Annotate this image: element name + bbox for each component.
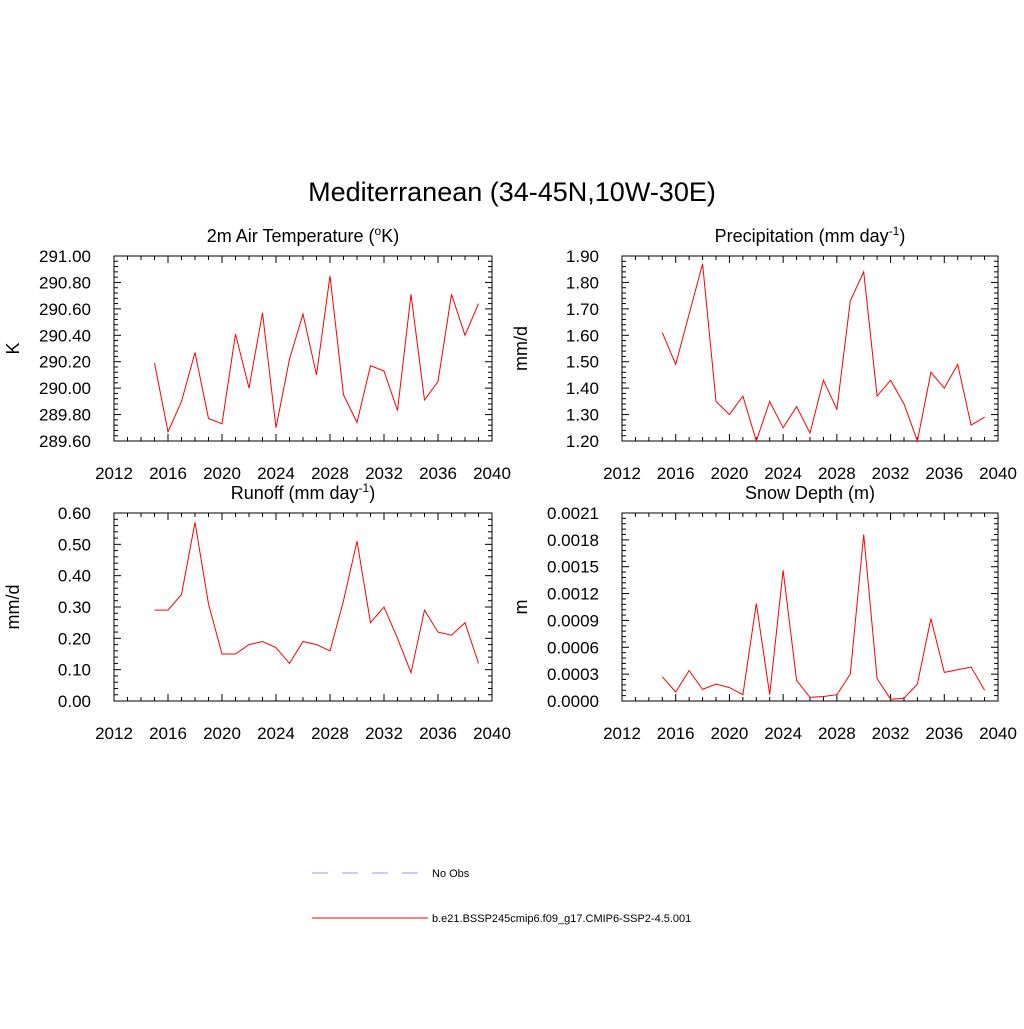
y-tick-label: 290.60: [39, 300, 91, 319]
y-axis-label: mm/d: [3, 585, 23, 630]
series-line: [661, 534, 986, 700]
x-tick-label: 2024: [764, 464, 802, 483]
legend-label-no-obs: No Obs: [432, 868, 470, 880]
y-tick-label: 290.20: [39, 353, 91, 372]
x-tick-label: 2012: [95, 724, 133, 743]
panel-2: 2012 2016 2020 2024 2028 2032 2036 2040 1.20 1.30…: [511, 224, 1017, 483]
x-tick-label: 2016: [657, 724, 695, 743]
y-tick-label: 0.0006: [547, 638, 599, 657]
panel-3: 2012 2016 2020 2024 2028 2032 2036 2040 0.00 0.10…: [3, 481, 511, 743]
x-tick-label: 2036: [419, 724, 457, 743]
y-tick-label: 0.30: [58, 598, 91, 617]
x-tick-label: 2036: [925, 464, 963, 483]
panel-title: 2m Air Temperature (oK): [207, 224, 399, 246]
x-tick-label: 2024: [764, 724, 802, 743]
y-tick-label: 290.40: [39, 326, 91, 345]
series-line: [661, 263, 985, 443]
y-tick-label: 0.0000: [547, 692, 599, 711]
x-tick-label: 2024: [257, 724, 295, 743]
y-tick-label: 0.40: [58, 567, 91, 586]
x-tick-label: 2028: [311, 724, 349, 743]
x-tick-label: 2016: [657, 464, 695, 483]
y-tick-label: 291.00: [39, 247, 91, 266]
x-tick-label: 2028: [818, 724, 856, 743]
panels-group: 2012 2016 2020 2024 2028 2032 2036 2040 289.60 28…: [3, 224, 1017, 743]
y-tick-label: 1.80: [566, 273, 599, 292]
x-tick-label: 2012: [95, 464, 133, 483]
series-line: [154, 522, 479, 675]
y-tick-label: 289.80: [39, 406, 91, 425]
x-tick-label: 2012: [603, 464, 641, 483]
x-tick-label: 2028: [818, 464, 856, 483]
x-tick-label: 2036: [419, 464, 457, 483]
x-tick-label: 2040: [473, 464, 511, 483]
legend-label-model: b.e21.BSSP245cmip6.f09_g17.CMIP6-SSP2-4.…: [432, 913, 691, 925]
legend: No Obs b.e21.BSSP245cmip6.f09_g17.CMIP6-S…: [312, 868, 691, 925]
figure-title: Mediterranean (34-45N,10W-30E): [308, 177, 716, 207]
x-tick-label: 2040: [979, 724, 1017, 743]
y-tick-label: 0.00: [58, 692, 91, 711]
y-tick-label: 1.50: [566, 353, 599, 372]
x-tick-label: 2036: [925, 724, 963, 743]
y-tick-label: 0.60: [58, 504, 91, 523]
y-tick-label: 0.20: [58, 629, 91, 648]
x-tick-label: 2012: [603, 724, 641, 743]
y-tick-label: 0.0015: [547, 558, 599, 577]
x-tick-label: 2040: [979, 464, 1017, 483]
y-tick-label: 1.40: [566, 379, 599, 398]
panel-4: 2012 2016 2020 2024 2028 2032 2036 2040 0.0000 0.…: [511, 483, 1017, 743]
x-tick-label: 2020: [711, 724, 749, 743]
y-axis-label: m: [511, 600, 531, 615]
y-tick-label: 290.00: [39, 379, 91, 398]
y-tick-label: 0.0003: [547, 665, 599, 684]
y-tick-label: 1.90: [566, 247, 599, 266]
x-tick-label: 2032: [365, 724, 403, 743]
y-tick-label: 0.0018: [547, 531, 599, 550]
y-tick-label: 0.50: [58, 535, 91, 554]
plot-frame: [621, 512, 999, 702]
y-tick-label: 1.70: [566, 300, 599, 319]
y-tick-label: 289.60: [39, 432, 91, 451]
y-axis-label: K: [3, 342, 23, 354]
y-tick-label: 0.0009: [547, 611, 599, 630]
y-tick-label: 1.30: [566, 406, 599, 425]
y-axis-label: mm/d: [511, 326, 531, 371]
y-tick-label: 1.60: [566, 326, 599, 345]
x-tick-label: 2032: [365, 464, 403, 483]
x-tick-label: 2020: [203, 724, 241, 743]
x-tick-label: 2024: [257, 464, 295, 483]
y-tick-label: 290.80: [39, 273, 91, 292]
series-line: [154, 275, 479, 434]
plot-frame: [113, 255, 493, 442]
panel-title: Precipitation (mm day-1): [715, 224, 906, 246]
x-tick-label: 2020: [203, 464, 241, 483]
panel-title: Snow Depth (m): [745, 483, 875, 503]
panel-1: 2012 2016 2020 2024 2028 2032 2036 2040 289.60 28…: [3, 224, 511, 483]
panel-title: Runoff (mm day-1): [231, 481, 375, 503]
y-tick-label: 0.0012: [547, 585, 599, 604]
x-tick-label: 2040: [473, 724, 511, 743]
plot-frame: [621, 255, 999, 442]
x-tick-label: 2028: [311, 464, 349, 483]
x-tick-label: 2020: [711, 464, 749, 483]
y-tick-label: 1.20: [566, 432, 599, 451]
y-tick-label: 0.10: [58, 661, 91, 680]
y-tick-label: 0.0021: [547, 504, 599, 523]
x-tick-label: 2016: [149, 724, 187, 743]
x-tick-label: 2016: [149, 464, 187, 483]
x-tick-label: 2032: [872, 464, 910, 483]
x-tick-label: 2032: [872, 724, 910, 743]
